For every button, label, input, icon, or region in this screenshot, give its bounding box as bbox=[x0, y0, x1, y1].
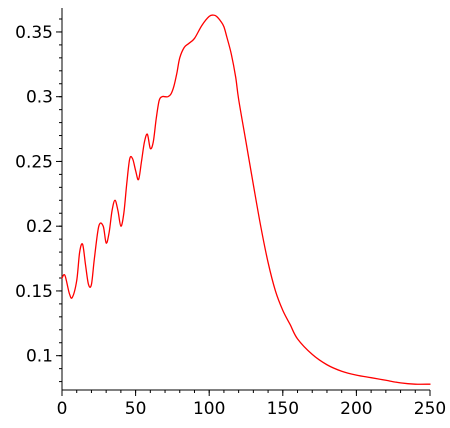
x-tick-label: 100 bbox=[193, 399, 225, 419]
x-tick-label: 0 bbox=[57, 399, 68, 419]
x-tick-label: 50 bbox=[125, 399, 147, 419]
y-tick-label: 0.15 bbox=[15, 282, 53, 302]
series-line bbox=[61, 14, 431, 385]
y-tick-label: 0.1 bbox=[26, 347, 53, 367]
axes bbox=[61, 8, 430, 391]
x-tick-label: 250 bbox=[414, 399, 446, 419]
x-tick-label: 200 bbox=[340, 399, 372, 419]
x-tick-label: 150 bbox=[267, 399, 299, 419]
series-group bbox=[61, 14, 431, 385]
y-tick-label: 0.3 bbox=[26, 88, 53, 108]
ticks bbox=[56, 18, 431, 396]
y-tick-label: 0.2 bbox=[26, 217, 53, 237]
y-tick-label: 0.25 bbox=[15, 152, 53, 172]
tick-labels: 0.1 0.15 0.2 0.25 0.3 0.35 0 50 100 150 200 250 bbox=[15, 23, 446, 419]
y-tick-label: 0.35 bbox=[15, 23, 53, 43]
